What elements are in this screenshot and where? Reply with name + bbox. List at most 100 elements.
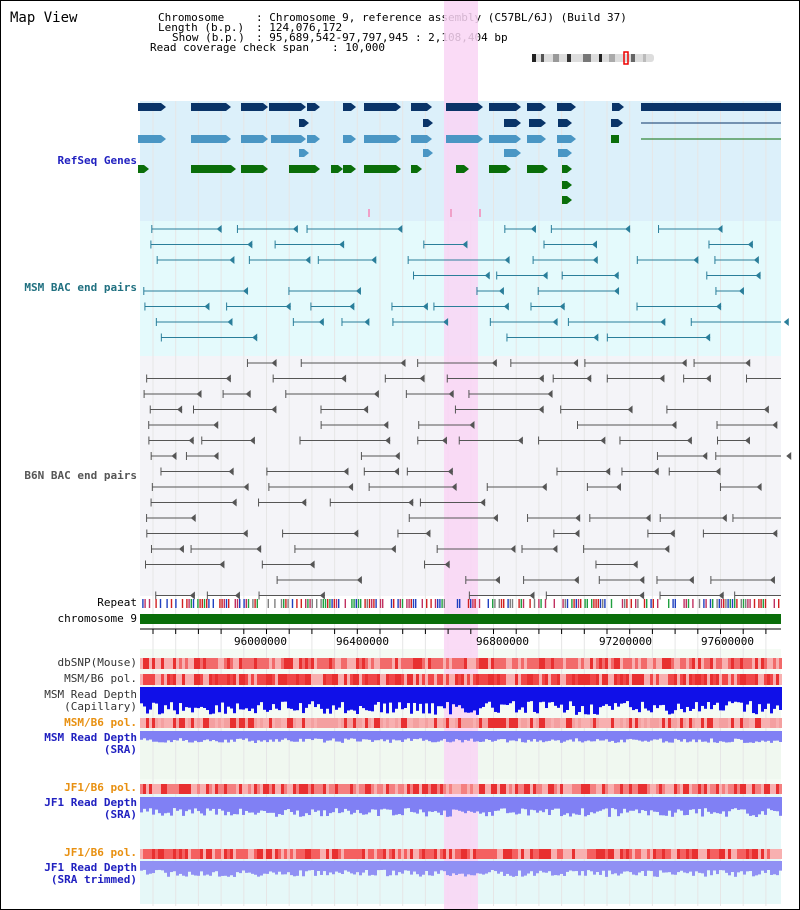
depth-bar <box>164 797 167 814</box>
repeat-mark <box>544 599 547 608</box>
pol-cell <box>638 784 641 794</box>
depth-bar <box>239 797 242 809</box>
ruler-tick-label: 96800000 <box>476 635 529 648</box>
pol-cell <box>659 674 662 685</box>
depth-bar <box>554 861 557 876</box>
depth-bar <box>413 687 416 703</box>
pol-cell <box>686 718 689 728</box>
page-title: Map View <box>10 10 78 26</box>
depth-bar <box>335 797 338 809</box>
pol-cell <box>548 718 551 728</box>
depth-bar <box>164 731 167 743</box>
pol-cell <box>164 784 167 794</box>
depth-bar <box>371 861 374 875</box>
depth-bar <box>641 797 644 811</box>
pol-cell <box>173 674 176 685</box>
depth-bar <box>146 731 149 741</box>
depth-bar <box>602 861 605 871</box>
pol-cell <box>779 784 782 794</box>
depth-bar <box>329 731 332 741</box>
gene-block <box>364 103 396 111</box>
track-label-msm-depth-cap-sub: (Capillary) <box>64 700 137 713</box>
depth-bar <box>272 797 275 813</box>
pol-cell <box>143 658 146 669</box>
depth-bar <box>356 687 359 715</box>
msm-bac-pair-arrow <box>229 256 235 264</box>
depth-bar <box>314 797 317 812</box>
pol-cell <box>515 718 518 728</box>
pol-cell <box>224 658 227 669</box>
pol-cell <box>647 674 650 685</box>
pol-cell <box>755 784 758 794</box>
depth-bar <box>350 731 353 739</box>
pol-cell <box>770 674 773 685</box>
depth-bar <box>434 861 437 872</box>
pol-cell <box>353 674 356 685</box>
pol-cell <box>428 674 431 685</box>
depth-bar <box>290 861 293 876</box>
depth-bar <box>461 731 464 743</box>
depth-bar <box>344 797 347 809</box>
gene-arrow <box>351 103 356 111</box>
depth-bar <box>518 731 521 739</box>
depth-bar <box>707 687 710 703</box>
depth-bar <box>170 797 173 816</box>
pol-cell <box>338 849 341 859</box>
track-label-b6n-bac[interactable]: B6N BAC end pairs <box>24 469 137 482</box>
track-label-msm-bac[interactable]: MSM BAC end pairs <box>24 281 137 294</box>
pol-cell <box>704 658 707 669</box>
pol-cell <box>290 674 293 685</box>
depth-bar <box>752 731 755 743</box>
pol-cell <box>437 658 440 669</box>
repeat-mark <box>415 599 417 608</box>
repeat-mark <box>674 599 676 608</box>
depth-bar <box>242 687 245 710</box>
depth-bar <box>365 687 368 711</box>
pol-cell <box>164 674 167 685</box>
pol-cell <box>200 658 203 669</box>
pol-cell <box>329 849 332 859</box>
pol-cell <box>317 849 320 859</box>
gene-block <box>557 135 571 143</box>
depth-bar <box>365 731 368 740</box>
repeat-mark <box>586 599 588 608</box>
pol-cell <box>335 658 338 669</box>
depth-bar <box>428 731 431 742</box>
depth-bar <box>545 797 548 810</box>
depth-bar <box>140 731 143 740</box>
depth-bar <box>290 797 293 812</box>
gene-block <box>307 135 315 143</box>
msm-bac-pair-arrow <box>738 287 744 295</box>
depth-bar <box>590 861 593 872</box>
pol-cell <box>290 658 293 669</box>
depth-bar <box>263 687 266 710</box>
pol-cell <box>146 674 149 685</box>
depth-bar <box>401 797 404 816</box>
track-label-refseq[interactable]: RefSeq Genes <box>57 154 137 167</box>
gene-block <box>611 119 618 127</box>
gene-arrow <box>567 181 572 189</box>
depth-bar <box>380 797 383 810</box>
depth-bar <box>455 797 458 810</box>
pol-cell <box>407 674 410 685</box>
repeat-mark <box>219 599 221 608</box>
repeat-mark <box>397 599 399 608</box>
ruler-tick-label: 96000000 <box>234 635 287 648</box>
depth-bar <box>380 861 383 870</box>
pol-cell <box>233 658 236 669</box>
b6n-bac-pair-arrow <box>441 436 447 445</box>
pol-cell <box>569 718 572 728</box>
pol-cell <box>605 849 608 859</box>
pol-cell <box>569 658 572 669</box>
pol-cell <box>329 718 332 728</box>
b6n-bac-pair-arrow <box>639 576 645 584</box>
pol-cell <box>161 658 164 669</box>
pol-cell <box>224 849 227 859</box>
pol-cell <box>203 658 206 669</box>
pol-cell <box>182 784 185 794</box>
pol-cell <box>416 658 419 669</box>
pol-cell <box>461 658 464 669</box>
pol-cell <box>545 674 548 685</box>
pol-cell <box>533 718 536 728</box>
